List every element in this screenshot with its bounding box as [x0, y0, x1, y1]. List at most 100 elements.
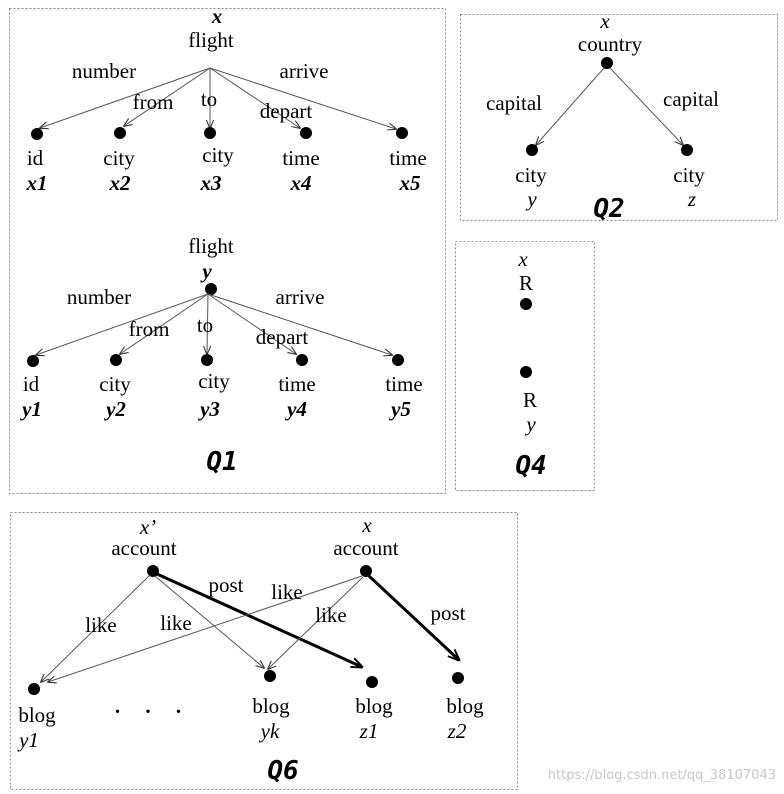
- q1-bottom-edge-label-number: number: [67, 285, 131, 309]
- q1-bottom-root-label: flight: [188, 234, 234, 258]
- q2-root-label: country: [578, 32, 643, 56]
- q2-edge-label-left: capital: [486, 91, 542, 115]
- q4-bottom-var: y: [524, 412, 536, 436]
- q6-ellipsis: . . .: [115, 694, 191, 718]
- q1-top-root-var: x: [211, 4, 223, 28]
- q2-leaf-type-1: city: [515, 163, 547, 187]
- watermark: https://blog.csdn.net/qq_38107043: [548, 768, 776, 783]
- q1-top-leaf-type-3: city: [202, 143, 234, 167]
- q1-top-leaf-var-2: x2: [109, 171, 132, 195]
- q1-top-edge-number: [40, 67, 211, 128]
- q1-bottom-leaf-var-2: y2: [103, 397, 126, 421]
- q1-top-leaf-type-1: id: [27, 146, 44, 170]
- q1-top-edge-label-to: to: [201, 87, 217, 111]
- q1-bottom-root-node: [205, 283, 217, 295]
- q2-leaf-var-1: y: [525, 187, 537, 211]
- q1-top-leaf-var-5: x5: [399, 171, 421, 195]
- q1-bottom-edge-label-depart: depart: [256, 325, 309, 349]
- q4-top-node: [520, 298, 532, 310]
- q1-bottom-edge-arrive: [207, 293, 392, 355]
- q2-edge-label-right: capital: [663, 87, 719, 111]
- q6-edge-label-right-like-1: like: [271, 580, 303, 604]
- q2-edge-left: [536, 67, 605, 145]
- q6-edge-label-right-like-2: like: [315, 603, 347, 627]
- q6-leaf-node-z2: [452, 672, 464, 684]
- q6-leaf-var-z1: z1: [359, 719, 379, 743]
- q4-title: Q4: [515, 451, 546, 481]
- q6-leaf-type-yk: blog: [252, 694, 290, 718]
- q6-leaf-node-y1: [28, 683, 40, 695]
- q1-bottom-edge-number: [36, 293, 209, 355]
- q6-leaf-type-z1: blog: [355, 694, 393, 718]
- q1-panel: x flight number from to depart arrive id…: [9, 4, 446, 494]
- q1-bottom-leaf-node-4: [296, 354, 308, 366]
- q6-right-root-node: [360, 565, 372, 577]
- q6-edge-right-like-y1: [48, 575, 363, 682]
- q1-bottom-edge-label-to: to: [197, 313, 213, 337]
- q2-title: Q2: [593, 194, 624, 224]
- q1-top-edge-label-number: number: [72, 59, 136, 83]
- q1-bottom-edge-label-arrive: arrive: [276, 285, 325, 309]
- q1-title: Q1: [206, 447, 237, 477]
- q4-bottom-node: [520, 366, 532, 378]
- q1-top-leaf-type-5: time: [389, 146, 426, 170]
- q1-bottom-leaf-type-4: time: [278, 372, 315, 396]
- q1-bottom-leaf-type-3: city: [198, 369, 230, 393]
- q2-panel: x country capital capital city city y z …: [460, 9, 778, 224]
- q1-bottom-edge-from: [120, 293, 209, 354]
- q6-leaf-var-z2: z2: [447, 719, 467, 743]
- q6-edge-left-like-y1: [41, 574, 151, 682]
- q1-bottom-leaf-var-5: y5: [388, 397, 411, 421]
- q4-panel: x R R y Q4: [455, 241, 595, 491]
- q1-top-tree: x flight number from to depart arrive id…: [26, 4, 427, 195]
- q6-leaf-var-yk: yk: [259, 719, 280, 743]
- q1-top-leaf-node-1: [31, 128, 43, 140]
- q1-top-leaf-node-4: [300, 127, 312, 139]
- q1-top-leaf-var-1: x1: [26, 171, 48, 195]
- q6-edge-left-like-yk: [154, 575, 264, 668]
- q1-top-leaf-type-2: city: [103, 146, 135, 170]
- q6-right-root-var: x: [361, 513, 372, 537]
- q6-edge-right-like-yk: [268, 576, 364, 669]
- q2-leaf-var-2: z: [687, 187, 696, 211]
- q6-border: [10, 512, 518, 790]
- q1-top-edge-from: [124, 67, 211, 126]
- q1-bottom-leaf-type-5: time: [385, 372, 422, 396]
- q1-top-edge-arrive: [209, 67, 396, 129]
- q1-bottom-leaf-node-5: [392, 354, 404, 366]
- q1-top-root-label: flight: [188, 28, 234, 52]
- q1-border: [9, 8, 446, 494]
- q1-bottom-leaf-node-2: [110, 354, 122, 366]
- q2-leaf-type-2: city: [673, 163, 705, 187]
- q2-edge-right: [609, 67, 683, 145]
- q6-edge-label-left-post: post: [208, 573, 243, 597]
- q1-top-leaf-var-3: x3: [200, 171, 222, 195]
- q6-leaf-type-y1: blog: [18, 703, 56, 727]
- q2-border: [460, 14, 778, 221]
- q2-root-var: x: [599, 9, 610, 33]
- q6-edge-label-left-like-1: like: [85, 613, 117, 637]
- q1-top-edge-label-from: from: [133, 90, 174, 114]
- q1-top-edge-label-arrive: arrive: [280, 59, 329, 83]
- q6-leaf-node-yk: [264, 670, 276, 682]
- q1-top-leaf-type-4: time: [282, 146, 319, 170]
- q2-leaf-node-2: [681, 144, 693, 156]
- q1-bottom-leaf-node-1: [27, 355, 39, 367]
- q1-bottom-leaf-var-3: y3: [197, 397, 220, 421]
- q6-panel: x’ account x account like like post like…: [10, 512, 518, 790]
- q1-top-leaf-node-2: [114, 127, 126, 139]
- q1-bottom-edge-to: [207, 293, 208, 354]
- q1-bottom-leaf-node-3: [201, 354, 213, 366]
- q4-top-label: R: [519, 271, 533, 295]
- q6-right-root-label: account: [333, 536, 398, 560]
- q1-bottom-edge-depart: [207, 293, 296, 354]
- q6-edge-label-left-like-2: like: [160, 611, 192, 635]
- q6-leaf-var-y1: y1: [17, 728, 39, 752]
- q6-title: Q6: [267, 756, 298, 786]
- q1-bottom-leaf-type-2: city: [99, 372, 131, 396]
- q6-left-root-var: x’: [139, 515, 156, 539]
- q1-bottom-tree: flight y number from to depart arrive id…: [19, 234, 423, 421]
- q4-border: [455, 241, 595, 491]
- q4-top-var: x: [517, 247, 528, 271]
